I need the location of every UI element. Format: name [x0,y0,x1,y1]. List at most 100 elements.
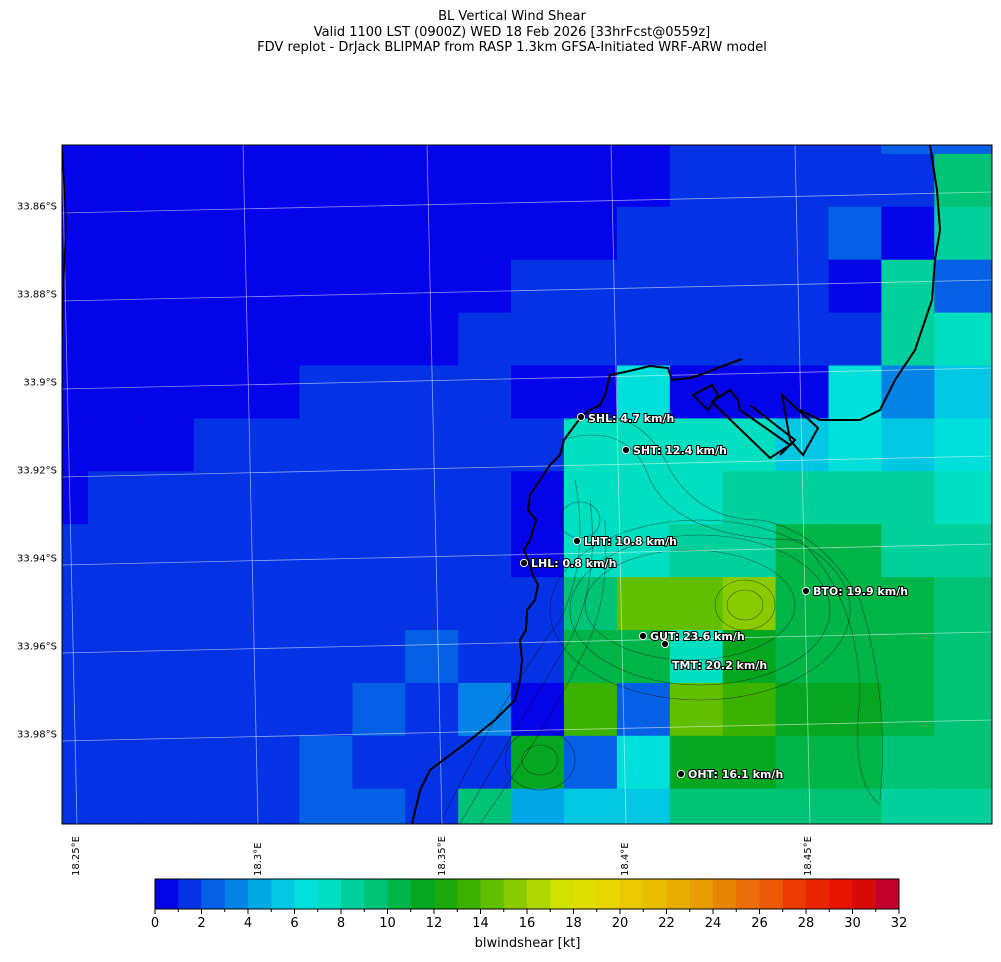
field-cell [881,735,935,790]
lon-gridline [794,145,811,824]
field-cell [87,312,142,367]
field-cell [616,471,671,525]
field-cell [828,524,882,578]
field-cell [511,206,565,261]
field-cell [564,418,618,472]
field-cell [299,259,353,314]
graticule [62,145,992,824]
field-cell [87,259,142,314]
colorbar-swatch [341,879,365,909]
lon-tick-label: 18.35°E [437,836,448,876]
field-cell [828,259,882,314]
colorbar-swatch [573,879,598,909]
field-cell [299,524,353,578]
field-cell [246,206,301,261]
field-cell [87,524,142,578]
field-cell [511,259,565,314]
field-cell [193,630,248,684]
field-cell [246,788,301,824]
field-cell [934,259,988,314]
field-cell [62,630,89,684]
field-cell [140,312,195,367]
field-cell [987,206,992,261]
colorbar-tick-label: 10 [379,916,396,931]
field-cell [140,471,195,525]
colorbar-tick-label: 32 [890,916,908,931]
field-cell [722,682,777,737]
field-cell [828,153,882,208]
field-cell [511,418,565,472]
colorbar-swatch [457,879,481,909]
lat-tick-label: 33.86°S [17,201,57,213]
field-cell [246,418,301,472]
station-dot [638,631,648,641]
field-cell [62,365,89,419]
field-cell [246,630,301,684]
field-cell [62,471,89,525]
colorbar-swatch [480,879,505,909]
station-shl: SHL: 4.7 km/h [576,411,675,426]
field-cell [458,312,512,367]
station-dot [572,536,582,546]
field-cell [458,153,512,208]
station-tmt: TMT: 20.2 km/h [660,639,768,673]
station-label: BTO: 19.9 km/h [813,585,908,598]
field-cell [987,630,992,684]
field-cell [828,788,882,824]
field-cell [828,365,882,419]
field-cell [352,145,406,155]
field-cell [458,471,512,525]
field-cell [616,145,671,155]
station-dot [801,586,811,596]
field-cell [934,577,988,631]
field-cell [87,788,142,824]
lat-tick-label: 33.96°S [17,641,57,653]
field-cell [458,524,512,578]
field-cell [775,577,830,631]
field-cell [616,788,671,824]
colorbar-tick-label: 12 [425,916,443,931]
field-cell [564,312,618,367]
station-label: LHT: 10.8 km/h [584,535,677,548]
field-cell [616,577,671,631]
field-cell [511,524,565,578]
field-cell [722,524,777,578]
colorbar-tick-label: 4 [243,916,253,931]
field-cell [616,153,671,208]
field-cell [987,145,992,155]
field-cell [352,312,406,367]
colorbar-swatch [201,879,226,909]
field-cell [458,418,512,472]
colorbar-swatch [620,879,644,909]
field-cell [246,312,301,367]
field-cell [299,630,353,684]
field-cell [405,682,459,737]
colorbar-tick-label: 0 [150,916,160,931]
field-cell [564,153,618,208]
title-line-2: Valid 1100 LST (0900Z) WED 18 Feb 2026 [… [313,24,711,40]
lat-gridline [62,367,992,390]
field-cell [352,524,406,578]
field-cell [87,630,142,684]
field-cell [987,524,992,578]
colorbar-swatch [550,879,574,909]
field-cell [722,418,777,472]
lat-tick-label: 33.92°S [17,465,57,477]
field-cell [775,682,830,737]
field-cell [352,682,406,737]
field-cell [669,682,724,737]
field-cell [616,206,671,261]
field-cell [987,418,992,472]
colorbar-swatch [806,879,830,909]
colorbar-swatch [248,879,272,909]
field-cell [458,788,512,824]
colorbar-swatch [782,879,807,909]
lon-tick-label: 18.3°E [253,842,264,876]
field-cell [828,630,882,684]
field-cell [140,524,195,578]
field-cell [405,735,459,790]
colorbar-swatch [527,879,551,909]
field-cell [828,682,882,737]
field-cell [511,630,565,684]
field-cell [775,312,830,367]
